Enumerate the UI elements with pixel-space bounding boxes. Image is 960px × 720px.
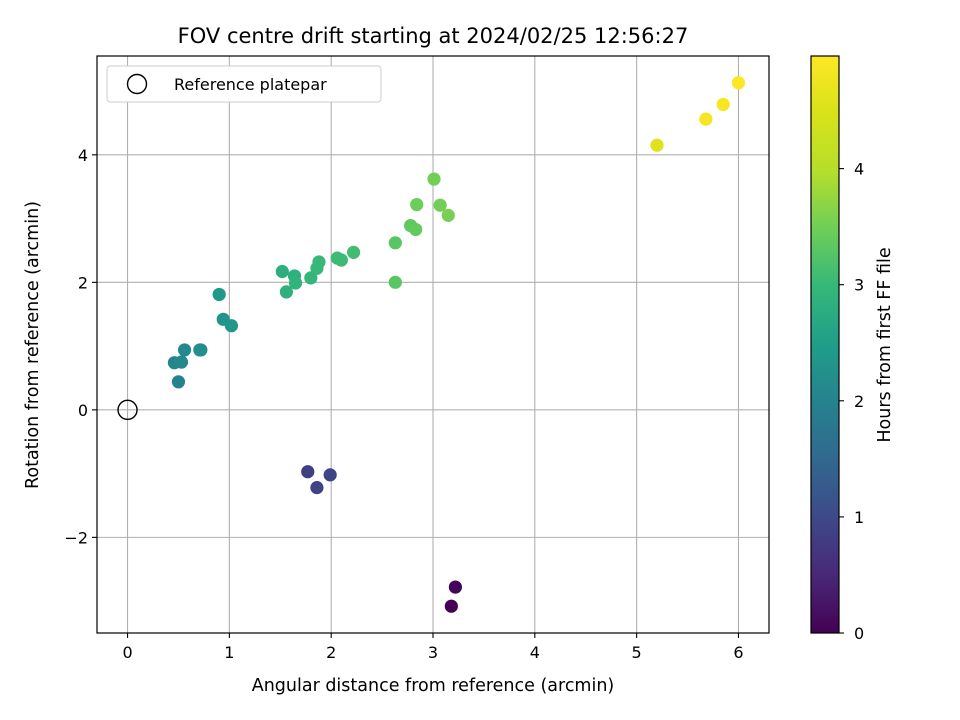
x-tick-label: 1 [224,643,234,662]
colorbar-tick-label: 0 [854,624,864,643]
colorbar-tick-label: 4 [854,160,864,179]
data-point [650,138,664,152]
colorbar-tick-label: 1 [854,508,864,527]
data-point [388,275,402,289]
x-tick-label: 5 [632,643,642,662]
y-tick-label: 0 [78,401,88,420]
data-point [409,222,423,237]
data-point [301,465,315,479]
data-point [334,253,348,267]
legend-marker-icon [126,73,148,95]
data-point [448,580,462,594]
data-point [288,276,303,290]
data-point [699,112,713,126]
data-point [388,236,402,250]
y-axis-label: Rotation from reference (arcmin) [23,201,43,489]
data-point [279,285,293,299]
colorbar-tick-label: 2 [854,392,864,411]
x-tick-label: 3 [428,643,438,662]
legend: Reference platepar [106,65,382,103]
x-axis-label: Angular distance from reference (arcmin) [252,676,615,696]
x-tick-label: 4 [530,643,540,662]
data-point [346,245,361,259]
y-tick-label: 2 [78,273,88,292]
data-point [275,264,289,279]
colorbar-tick-label: 3 [854,276,864,295]
chart-title: FOV centre drift starting at 2024/02/25 … [178,24,689,48]
data-point [433,198,447,212]
x-tick-label: 0 [122,643,132,662]
grid-lines [97,56,769,633]
data-point [716,97,730,112]
colorbar: 0 1 2 3 4 Hours from first FF file [810,55,895,643]
data-point [304,271,318,285]
data-point [444,599,458,613]
colorbar-gradient [810,55,840,634]
legend-box [106,65,382,103]
data-point [177,343,192,357]
y-tick-label: −2 [64,528,88,547]
colorbar-ticks: 0 1 2 3 4 [839,160,864,643]
data-point [212,287,226,302]
x-tick-label: 6 [733,643,743,662]
data-points [167,76,746,613]
legend-label: Reference platepar [174,75,327,94]
data-point [731,76,746,90]
data-point [410,197,424,212]
colorbar-label: Hours from first FF file [875,247,895,442]
data-point [323,468,337,482]
data-point [310,481,324,495]
data-point [312,255,326,269]
y-axis-ticks: −2 0 2 4 [64,146,97,547]
x-axis-ticks: 0 1 2 3 4 5 6 [122,633,744,662]
reference-point [117,399,138,421]
reference-marker [117,399,138,421]
data-point [427,172,441,186]
data-point [441,208,455,222]
data-point [224,319,238,333]
x-tick-label: 2 [326,643,336,662]
data-point [174,355,189,369]
y-tick-label: 4 [78,146,88,165]
data-point [194,343,208,357]
data-point [171,375,186,389]
